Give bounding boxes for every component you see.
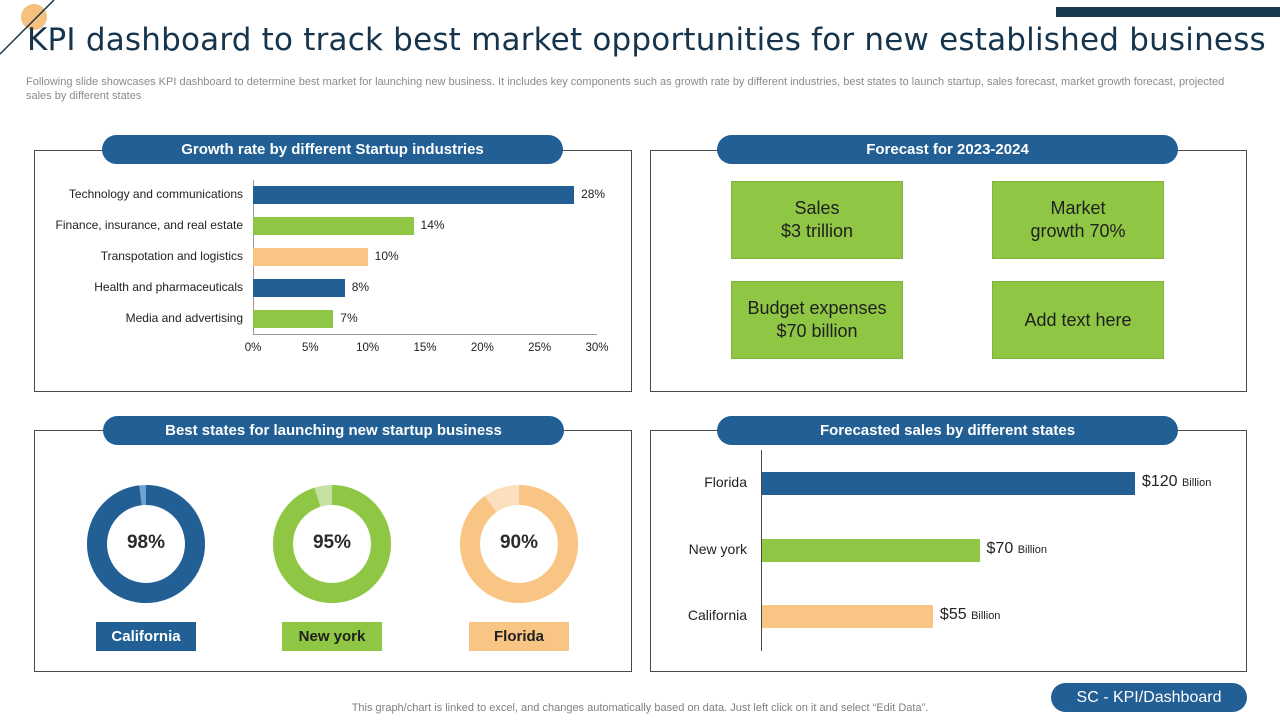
x-tick-label: 15% [413, 342, 437, 354]
category-label: Media and advertising [125, 311, 243, 325]
x-tick-label: 20% [470, 342, 494, 354]
page-title: KPI dashboard to track best market oppor… [27, 22, 1266, 58]
sales-state-label: Florida [704, 474, 747, 490]
forecast-header: Forecast for 2023-2024 [717, 135, 1178, 164]
state-badge: New york [282, 622, 382, 651]
category-label: Technology and communications [68, 187, 243, 201]
growth-value-label: 10% [374, 249, 399, 263]
growth-value-label: 7% [340, 311, 358, 325]
growth-bar [253, 186, 575, 204]
donut-value-arc [87, 485, 205, 603]
growth-value-label: 14% [420, 218, 445, 232]
best-states-chart[interactable]: 98% California 95% New york 90% Florida [34, 430, 632, 672]
footer-badge[interactable]: SC - KPI/Dashboard [1051, 683, 1247, 712]
x-tick-label: 25% [528, 342, 552, 354]
sales-unit: Billion [1017, 544, 1048, 556]
category-label: Transpotation and logistics [100, 249, 243, 263]
sales-amount: $70 [986, 540, 1014, 557]
decorative-circle [21, 4, 47, 30]
sales-amount: $55 [939, 606, 967, 623]
page-subtitle: Following slide showcases KPI dashboard … [26, 76, 1225, 102]
growth-rate-chart[interactable]: Technology and communications 28% Finance,… [34, 150, 632, 392]
x-tick-label: 10% [356, 342, 380, 354]
kpi-market-growth-text: Market growth 70% [1030, 198, 1126, 241]
growth-value-label: 28% [581, 187, 606, 201]
footer-note: This graph/chart is linked to excel, and… [351, 702, 929, 714]
kpi-placeholder-text: Add text here [1024, 309, 1132, 330]
kpi-budget-expenses-text: Budget expenses $70 billion [747, 298, 887, 341]
growth-bar [253, 279, 345, 297]
sales-y-axis-line [761, 450, 762, 651]
kpi-market-growth: Market growth 70% [992, 181, 1164, 259]
donut-percent-label: 98% [126, 532, 166, 553]
kpi-sales-text: Sales $3 trillion [780, 198, 854, 241]
sales-bar [762, 471, 1135, 495]
donut-new-york [273, 485, 391, 603]
donut-percent-label: 90% [499, 532, 539, 553]
donut-value-arc [273, 485, 391, 603]
donut-florida [460, 485, 578, 603]
decorative-line [0, 0, 55, 55]
sales-value-label: $55 Billion [940, 606, 1001, 624]
state-badge: California [96, 622, 196, 651]
donut-california [87, 485, 205, 603]
x-axis-line [253, 334, 597, 335]
state-badge: Florida [469, 622, 569, 651]
x-tick-label: 5% [302, 342, 319, 354]
sales-value-label: $70 Billion [987, 540, 1048, 558]
category-label: Health and pharmaceuticals [94, 280, 243, 294]
kpi-budget-expenses: Budget expenses $70 billion [731, 281, 903, 359]
sales-unit: Billion [971, 610, 1001, 622]
growth-rate-header: Growth rate by different Startup industr… [102, 135, 563, 164]
sales-value-label: $120 Billion [1142, 473, 1211, 491]
growth-bar [253, 248, 368, 266]
sales-unit: Billion [1181, 477, 1212, 489]
x-tick-label: 0% [244, 342, 262, 354]
category-label: Finance, insurance, and real estate [55, 218, 243, 232]
sales-state-label: New york [688, 541, 747, 557]
donut-value-arc [460, 485, 578, 603]
best-states-header: Best states for launching new startup bu… [103, 416, 564, 445]
growth-value-label: 8% [351, 280, 370, 294]
kpi-placeholder[interactable]: Add text here [992, 281, 1164, 359]
top-accent-bar [1056, 7, 1280, 17]
growth-bar [253, 310, 334, 328]
donut-percent-label: 95% [312, 532, 352, 553]
sales-state-label: California [687, 607, 747, 623]
forecasted-sales-chart[interactable]: Florida $120 Billion New york $70 Billion Ca… [650, 430, 1247, 672]
sales-bar [762, 538, 980, 562]
sales-amount: $120 [1141, 473, 1178, 490]
sales-bar [762, 604, 933, 628]
kpi-sales: Sales $3 trillion [731, 181, 903, 259]
x-tick-label: 30% [585, 342, 609, 354]
forecasted-sales-header: Forecasted sales by different states [717, 416, 1178, 445]
growth-bar [253, 217, 414, 235]
decorative-accent [0, 0, 55, 55]
